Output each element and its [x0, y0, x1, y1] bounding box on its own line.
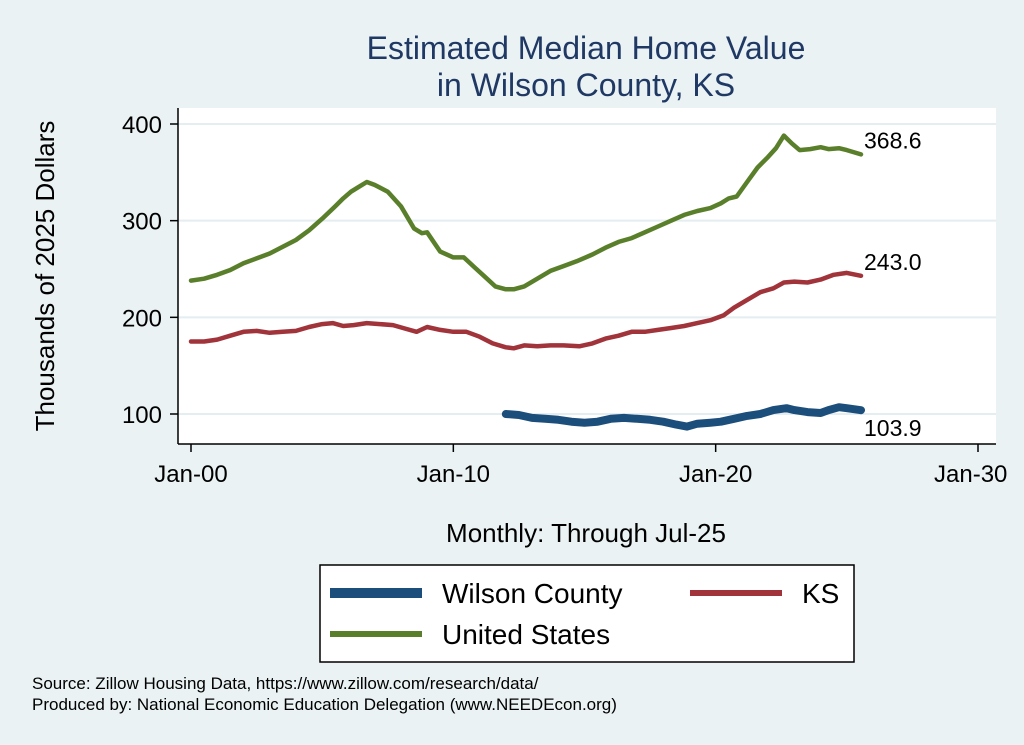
end-labels: 368.6 243.0 103.9: [864, 127, 922, 441]
series-line-wilson-county: [501, 403, 865, 431]
x-tick-label-Jan-10: Jan-10: [417, 461, 490, 488]
x-tick-label-Jan-20: Jan-20: [679, 461, 752, 488]
x-tick-label-Jan-30: Jan-30: [934, 461, 1007, 488]
producer-note: Produced by: National Economic Education…: [32, 695, 617, 714]
chart-title-line-2: in Wilson County, KS: [437, 67, 735, 103]
series-line-ks: [188, 270, 864, 351]
end-label-united-states: 368.6: [864, 127, 922, 153]
end-label-wilson-county: 103.9: [864, 415, 922, 441]
series-lines: [188, 133, 865, 431]
chart-title-line-1: Estimated Median Home Value: [367, 30, 806, 66]
legend-label-wilson-county: Wilson County: [442, 578, 623, 609]
plot-area: [178, 108, 996, 444]
end-label-ks: 243.0: [864, 249, 922, 275]
x-axis-ticks: Jan-00 Jan-10 Jan-20 Jan-30: [154, 444, 1007, 488]
y-tick-label-200: 200: [122, 305, 162, 332]
source-note: Source: Zillow Housing Data, https://www…: [32, 674, 539, 693]
y-tick-label-300: 300: [122, 209, 162, 236]
legend-label-united-states: United States: [442, 619, 610, 650]
x-axis-title: Monthly: Through Jul-25: [446, 518, 726, 548]
legend: Wilson County KS United States: [330, 578, 839, 650]
legend-box: [319, 564, 855, 663]
y-axis-title: Thousands of 2025 Dollars: [30, 121, 60, 432]
y-axis-ticks: 100 200 300 400: [122, 112, 178, 429]
legend-label-ks: KS: [802, 578, 839, 609]
y-tick-label-100: 100: [122, 402, 162, 429]
x-tick-label-Jan-00: Jan-00: [154, 461, 227, 488]
series-line-united-states: [188, 133, 864, 292]
y-tick-label-400: 400: [122, 112, 162, 139]
